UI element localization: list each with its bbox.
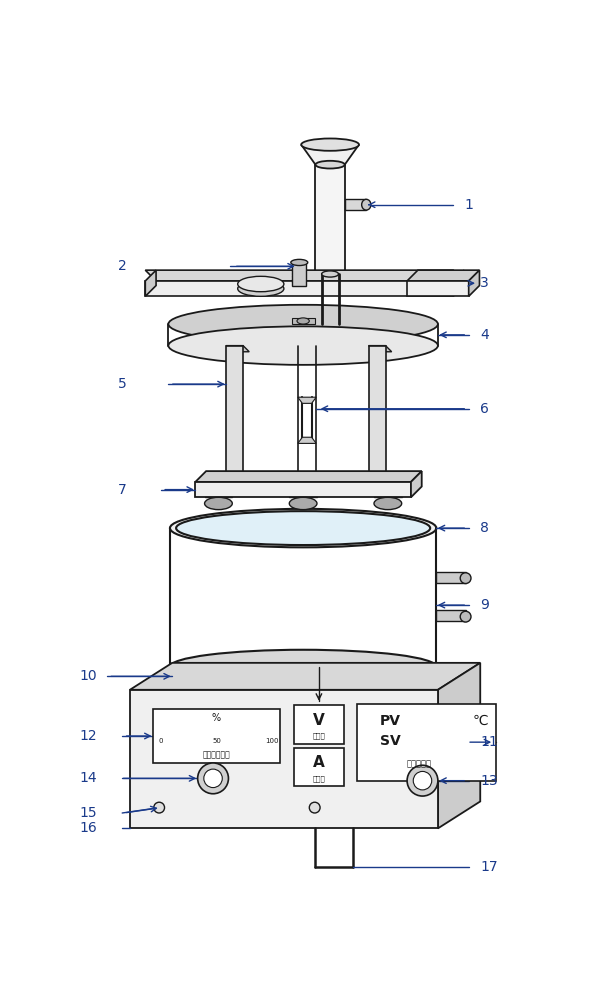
Bar (436, 610, 465, 621)
Polygon shape (293, 262, 306, 286)
Text: 6: 6 (480, 402, 489, 416)
Text: 16: 16 (80, 821, 98, 835)
Polygon shape (130, 690, 438, 828)
Text: ℃: ℃ (473, 714, 488, 728)
Ellipse shape (204, 497, 232, 510)
Ellipse shape (291, 259, 308, 266)
Text: 电压表: 电压表 (312, 733, 325, 739)
Ellipse shape (238, 281, 284, 296)
Polygon shape (368, 346, 392, 352)
Bar (153, 709, 280, 763)
Polygon shape (298, 397, 316, 403)
Bar (291, 318, 315, 324)
Text: 7: 7 (119, 483, 127, 497)
Text: 1: 1 (465, 198, 474, 212)
Polygon shape (226, 346, 249, 352)
Polygon shape (411, 471, 422, 497)
Text: 温度控制器: 温度控制器 (406, 759, 431, 768)
Bar (344, 199, 367, 210)
Ellipse shape (460, 573, 471, 584)
Ellipse shape (176, 511, 430, 545)
Text: 0: 0 (159, 738, 163, 744)
Ellipse shape (301, 138, 359, 151)
Ellipse shape (315, 161, 344, 169)
Bar (294, 705, 344, 744)
Text: 14: 14 (80, 771, 98, 785)
Text: PV: PV (380, 714, 401, 728)
Ellipse shape (289, 497, 317, 510)
Polygon shape (468, 270, 479, 296)
Polygon shape (407, 281, 468, 296)
Text: 可控硅触发器: 可控硅触发器 (203, 751, 231, 760)
Circle shape (198, 763, 228, 794)
Circle shape (204, 769, 222, 788)
Text: 13: 13 (480, 774, 498, 788)
Text: 11: 11 (480, 735, 498, 749)
Ellipse shape (297, 318, 309, 324)
Ellipse shape (169, 305, 438, 343)
Text: A: A (313, 755, 325, 770)
Text: 100: 100 (266, 738, 279, 744)
Ellipse shape (170, 509, 436, 547)
Text: 电流表: 电流表 (312, 775, 325, 782)
Polygon shape (368, 346, 386, 482)
Text: %: % (212, 713, 221, 723)
Polygon shape (298, 437, 316, 443)
Polygon shape (195, 471, 422, 482)
Bar (357, 704, 496, 781)
Bar (294, 748, 344, 786)
Polygon shape (145, 281, 454, 296)
Text: 8: 8 (480, 521, 489, 535)
Polygon shape (226, 346, 243, 482)
Text: V: V (313, 713, 325, 728)
Text: 10: 10 (80, 669, 98, 683)
Ellipse shape (238, 276, 284, 292)
Text: SV: SV (380, 734, 401, 748)
Ellipse shape (362, 199, 371, 210)
Polygon shape (195, 482, 411, 497)
Circle shape (413, 771, 432, 790)
Text: 9: 9 (480, 598, 489, 612)
Polygon shape (145, 270, 156, 296)
Polygon shape (130, 663, 480, 690)
Ellipse shape (322, 271, 339, 277)
Text: 4: 4 (480, 328, 489, 342)
Bar (436, 572, 465, 583)
Text: 50: 50 (212, 738, 221, 744)
Polygon shape (315, 165, 344, 274)
Circle shape (309, 802, 320, 813)
Text: 15: 15 (80, 806, 98, 820)
Polygon shape (145, 270, 464, 281)
Text: 17: 17 (480, 860, 498, 874)
Text: 5: 5 (119, 377, 127, 391)
Text: 3: 3 (480, 276, 489, 290)
Text: 2: 2 (119, 259, 127, 273)
Ellipse shape (169, 326, 438, 365)
Ellipse shape (170, 650, 436, 684)
Circle shape (154, 802, 164, 813)
Polygon shape (407, 270, 479, 281)
Ellipse shape (374, 497, 402, 510)
Text: 12: 12 (80, 729, 98, 743)
Polygon shape (301, 145, 359, 165)
Ellipse shape (460, 611, 471, 622)
Circle shape (407, 765, 438, 796)
Polygon shape (438, 663, 480, 828)
Polygon shape (454, 270, 464, 296)
